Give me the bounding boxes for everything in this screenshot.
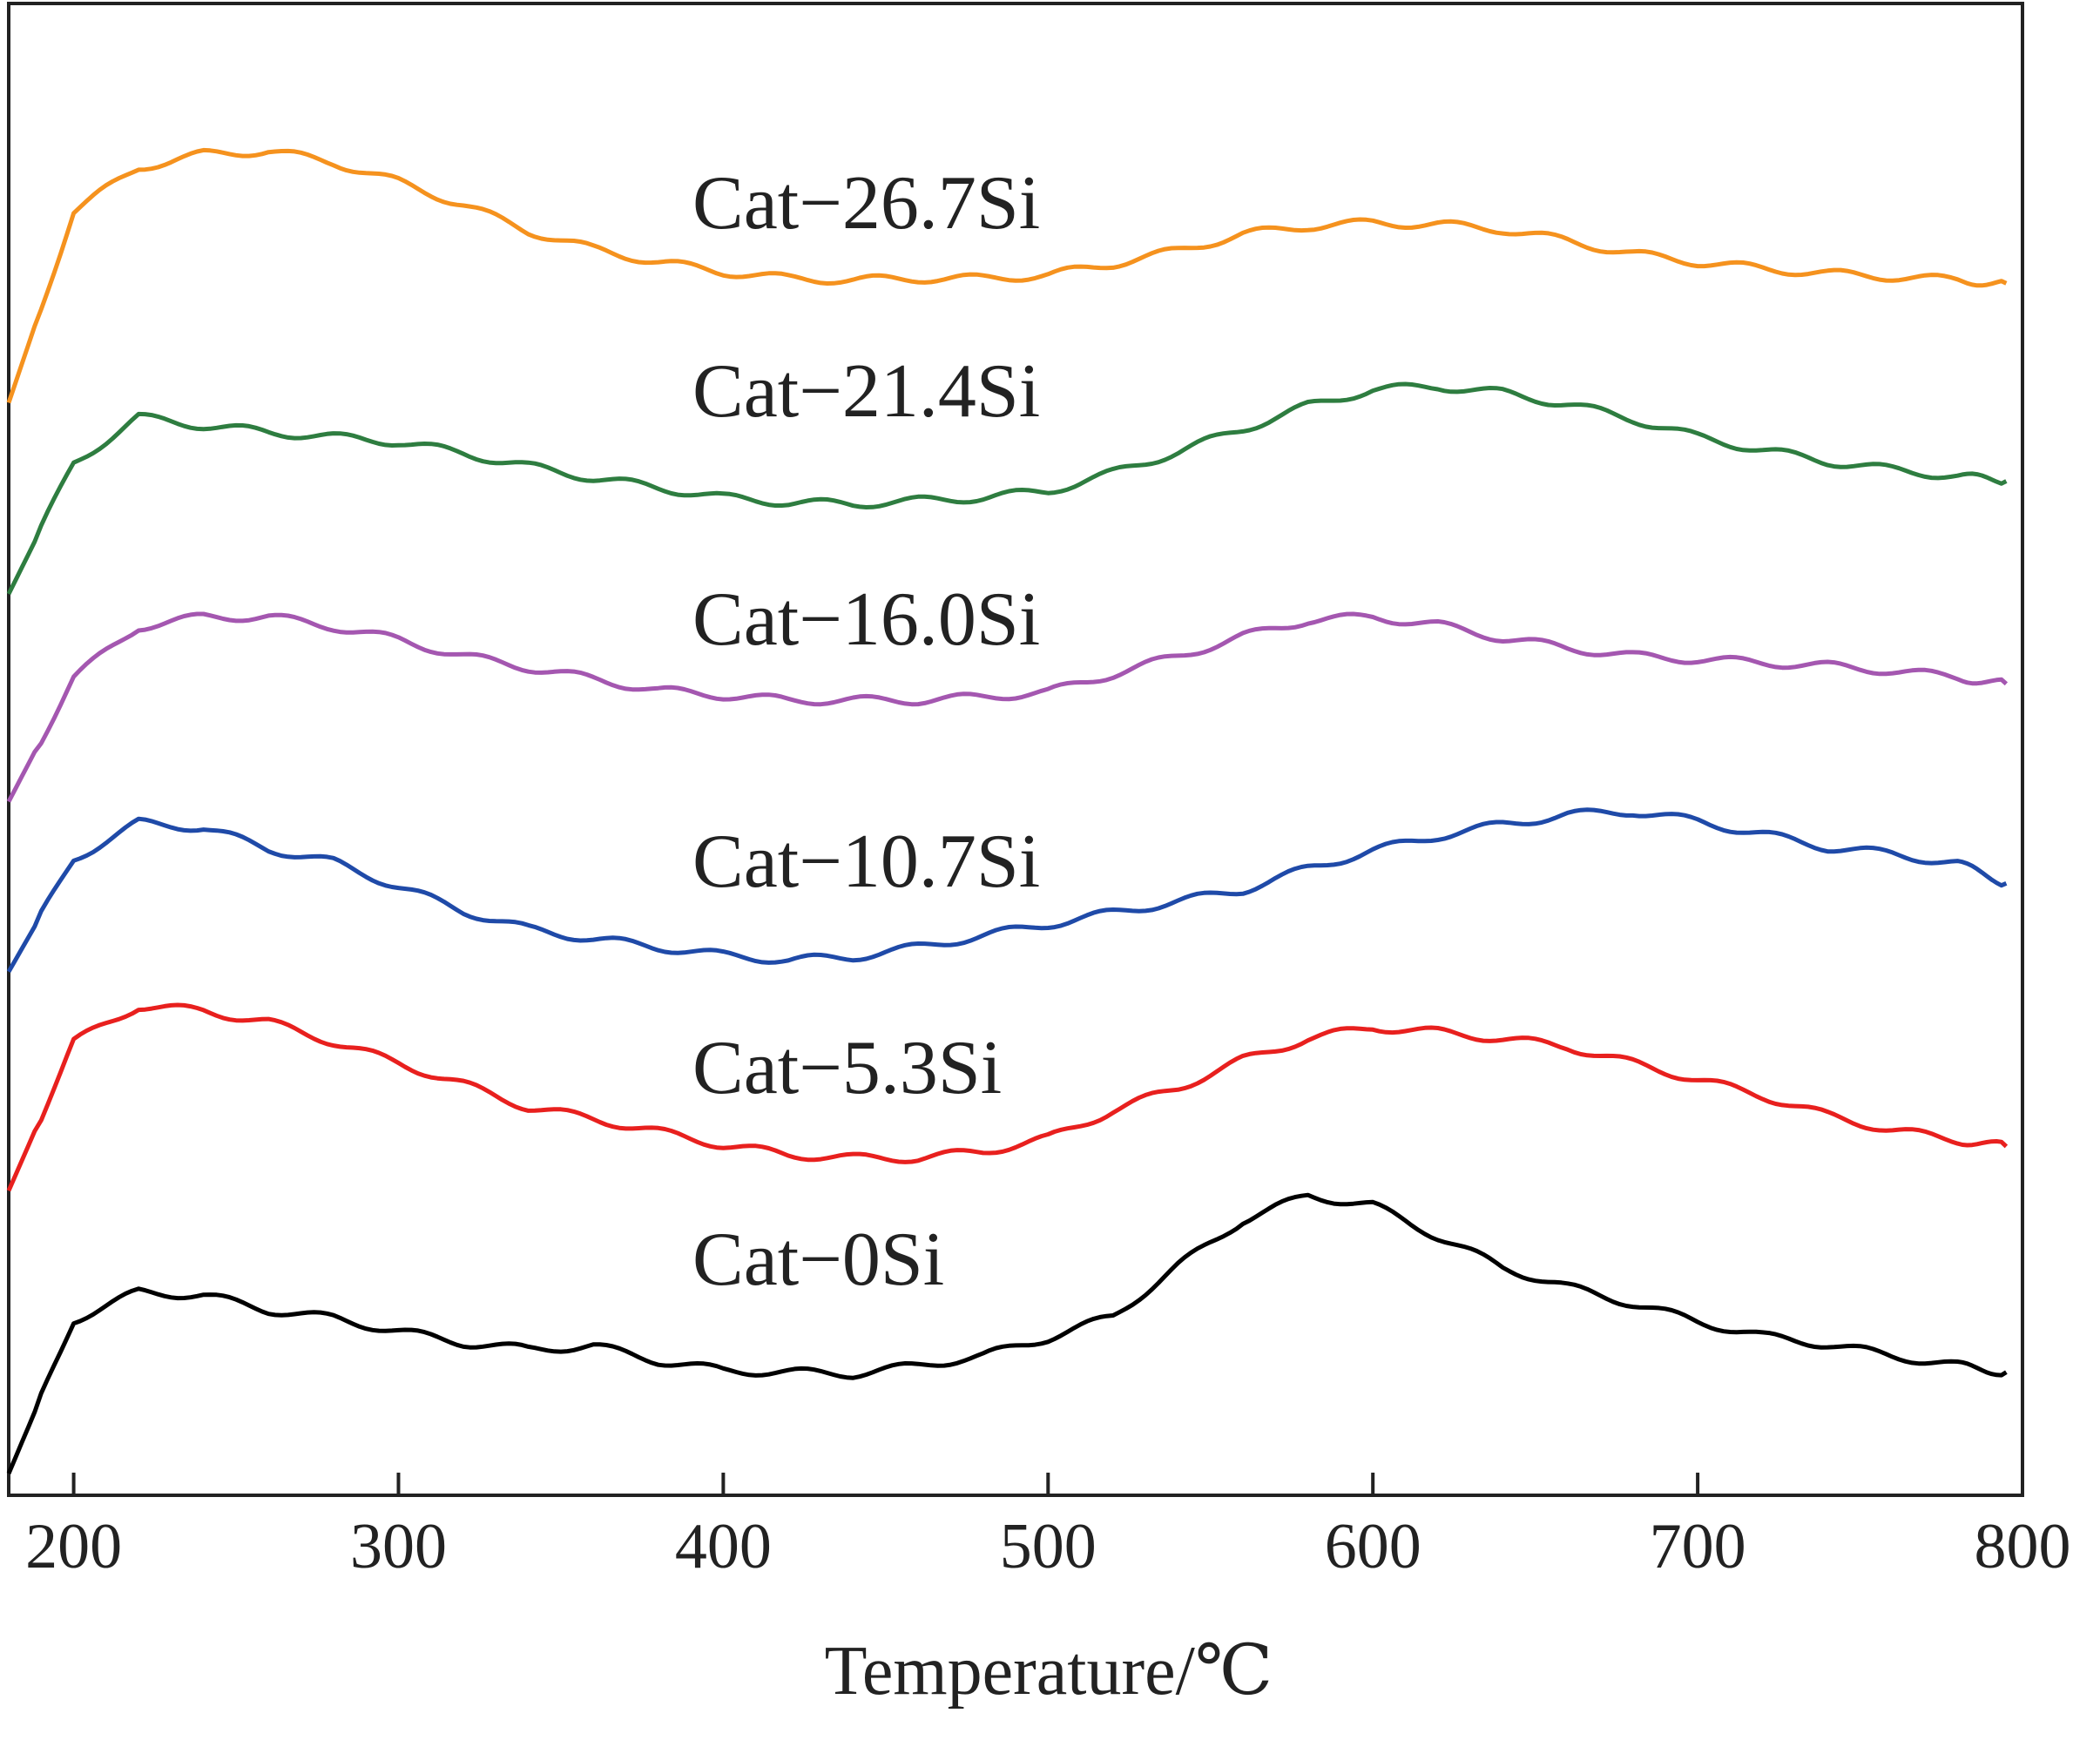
- series-line-1: [6, 1002, 2009, 1192]
- series-label-2: Cat−10.7Si: [692, 819, 1040, 904]
- series-line-4: [6, 381, 2008, 596]
- x-tick-label: 700: [1650, 1511, 1746, 1582]
- x-axis-ticks: 200 300 400 500 600 700 800: [25, 1473, 2071, 1582]
- series-label-1: Cat−5.3Si: [692, 1026, 1002, 1110]
- x-tick-label: 800: [1975, 1511, 2071, 1582]
- x-tick-label: 500: [1000, 1511, 1097, 1582]
- series-label-5: Cat−26.7Si: [692, 161, 1040, 246]
- series-labels: Cat−0Si Cat−5.3Si Cat−10.7Si Cat−16.0Si Cat−…: [692, 161, 1040, 1302]
- x-tick-label: 300: [350, 1511, 447, 1582]
- x-tick-label: 200: [25, 1511, 122, 1582]
- series-line-2: [6, 807, 2008, 973]
- series-line-5: [6, 147, 2008, 404]
- series-lines: [6, 147, 2009, 1474]
- x-tick-label: 400: [675, 1511, 772, 1582]
- plot-frame: [7, 2, 2024, 1497]
- series-label-4: Cat−21.4Si: [692, 349, 1040, 434]
- series-label-0: Cat−0Si: [692, 1217, 944, 1302]
- x-axis-title: Temperature/℃: [825, 1633, 1273, 1710]
- series-line-0: [6, 1192, 2008, 1474]
- x-tick-label: 600: [1325, 1511, 1421, 1582]
- series-label-3: Cat−16.0Si: [692, 577, 1040, 662]
- series-line-3: [6, 611, 2009, 803]
